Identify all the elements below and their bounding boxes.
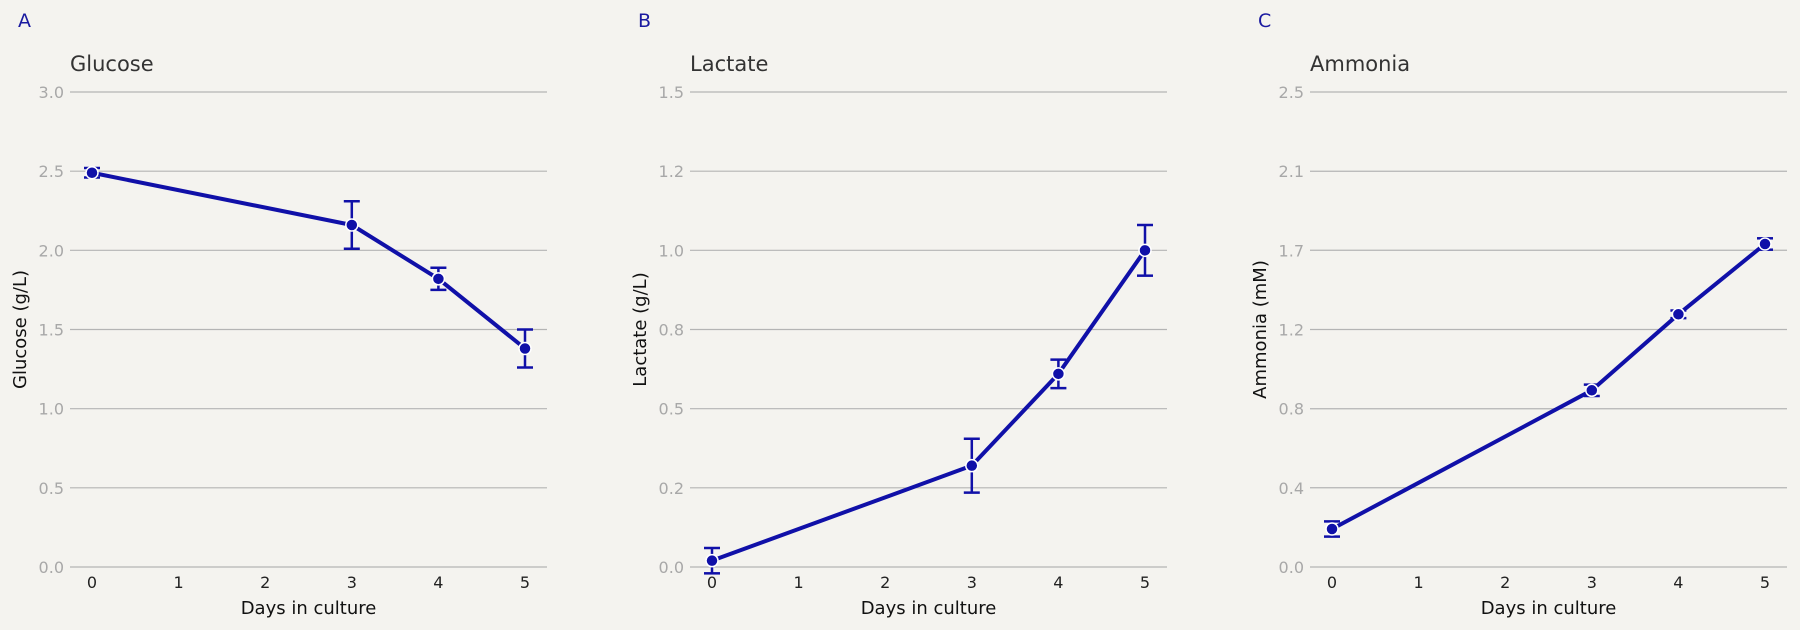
x-tick-label: 5	[1140, 573, 1150, 592]
chart-title: Glucose	[70, 52, 154, 76]
data-point	[1671, 307, 1686, 322]
x-axis-label: Days in culture	[861, 598, 997, 619]
y-tick-label: 2.1	[1279, 162, 1304, 181]
plot-area	[84, 166, 533, 369]
y-tick-label: 0.8	[659, 321, 684, 340]
data-point	[705, 553, 719, 568]
x-tick-label: 1	[174, 573, 184, 592]
x-tick-labels: 0 1 2 3 4 5	[707, 573, 1150, 592]
x-tick-label: 2	[1500, 573, 1510, 592]
y-tick-label: 1.0	[39, 400, 64, 419]
y-tick-label: 0.0	[1279, 558, 1304, 577]
x-tick-label: 3	[347, 573, 357, 592]
data-point	[1758, 237, 1772, 251]
x-tick-label: 2	[880, 573, 890, 592]
data-point	[1138, 243, 1152, 258]
y-tick-label: 2.5	[39, 162, 64, 181]
y-tick-label: 0.2	[659, 479, 684, 498]
gridlines	[690, 91, 1167, 568]
panel-lactate: B Lactate Lactate (g/L) Days in culture …	[630, 10, 1167, 619]
data-point	[1051, 367, 1066, 381]
x-tick-label: 0	[1327, 573, 1337, 592]
x-tick-label: 2	[260, 573, 270, 592]
x-tick-label: 3	[967, 573, 977, 592]
y-tick-label: 0.4	[1279, 479, 1304, 498]
panel-letter: B	[638, 10, 651, 32]
y-axis-label: Lactate (g/L)	[630, 272, 651, 386]
panel-letter: A	[18, 10, 31, 32]
gridlines	[70, 91, 547, 568]
x-tick-label: 4	[1673, 573, 1683, 592]
y-tick-label: 1.7	[1279, 241, 1304, 260]
y-tick-labels: 0.0 0.5 1.0 1.5 2.0 2.5 3.0	[39, 83, 64, 577]
x-tick-label: 5	[520, 573, 530, 592]
series-line	[711, 249, 1147, 563]
x-tick-label: 0	[707, 573, 717, 592]
y-tick-label: 2.5	[1279, 83, 1304, 102]
y-tick-label: 0.0	[659, 558, 684, 577]
y-tick-labels: 0.0 0.2 0.5 0.8 1.0 1.2 1.5	[659, 83, 684, 577]
series-line	[91, 170, 527, 351]
data-point	[345, 218, 359, 232]
data-point	[1325, 522, 1339, 536]
y-tick-label: 0.5	[39, 479, 64, 498]
y-tick-label: 1.2	[1279, 321, 1304, 340]
chart-title: Lactate	[690, 52, 768, 76]
data-point	[431, 272, 446, 286]
y-tick-label: 1.2	[659, 162, 684, 181]
data-point	[1585, 383, 1599, 398]
data-point	[518, 341, 532, 356]
x-tick-labels: 0 1 2 3 4 5	[87, 573, 530, 592]
panel-ammonia: C Ammonia Ammonia (mM) Days in culture 0…	[1250, 10, 1787, 619]
series-line	[1331, 242, 1767, 531]
y-axis-label: Glucose (g/L)	[10, 270, 31, 389]
x-axis-label: Days in culture	[241, 598, 377, 619]
x-tick-label: 0	[87, 573, 97, 592]
panel-letter: C	[1258, 10, 1271, 32]
y-tick-label: 1.0	[659, 241, 684, 260]
x-tick-labels: 0 1 2 3 4 5	[1327, 573, 1770, 592]
x-axis-label: Days in culture	[1481, 598, 1617, 619]
y-tick-label: 0.5	[659, 400, 684, 419]
data-point	[965, 458, 979, 473]
gridlines	[1310, 91, 1787, 568]
x-tick-label: 4	[433, 573, 443, 592]
y-tick-label: 2.0	[39, 241, 64, 260]
y-tick-label: 1.5	[659, 83, 684, 102]
y-tick-labels: 0.0 0.4 0.8 1.2 1.7 2.1 2.5	[1279, 83, 1304, 577]
panel-glucose: A Glucose Glucose (g/L) Days in culture …	[10, 10, 547, 619]
x-tick-label: 1	[1414, 573, 1424, 592]
x-tick-label: 5	[1760, 573, 1770, 592]
y-tick-label: 1.5	[39, 321, 64, 340]
data-point	[85, 166, 99, 180]
y-tick-label: 0.8	[1279, 400, 1304, 419]
y-tick-label: 0.0	[39, 558, 64, 577]
x-tick-label: 1	[794, 573, 804, 592]
y-axis-label: Ammonia (mM)	[1250, 260, 1271, 399]
plot-area	[704, 223, 1153, 575]
plot-area	[1324, 237, 1773, 538]
y-tick-label: 3.0	[39, 83, 64, 102]
x-tick-label: 4	[1053, 573, 1063, 592]
x-tick-label: 3	[1587, 573, 1597, 592]
chart-title: Ammonia	[1310, 52, 1410, 76]
